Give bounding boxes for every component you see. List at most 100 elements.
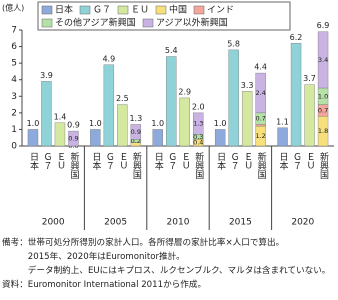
bar-label: 新興国: [256, 151, 267, 180]
value-label: 1.0: [27, 119, 40, 128]
note-line: 備考：世帯可処分所得別の家計人口。各所得層の家計比率×人口で算出。: [2, 238, 285, 248]
bar: [255, 124, 266, 127]
legend-label: Ｇ７: [93, 6, 111, 16]
segment-label: 1.2: [255, 132, 265, 140]
segment-label: 0.9: [68, 135, 78, 143]
y-tick-label: 5: [11, 59, 17, 69]
legend-label: その他アジア新興国: [55, 17, 136, 29]
value-label: 2.9: [178, 87, 191, 96]
bar-label: Ｇ７: [41, 152, 51, 170]
y-tick-label: 7: [11, 26, 17, 36]
segment-label: 2.4: [255, 89, 265, 97]
segment-label: 0.7: [255, 115, 265, 123]
group-label: 2020: [291, 218, 314, 228]
notes: 備考：世帯可処分所得別の家計人口。各所得層の家計比率×人口で算出。 2015年、…: [2, 236, 336, 292]
value-label: 1.0: [151, 119, 164, 128]
bar: [27, 129, 39, 147]
total-label: 1.3: [129, 114, 142, 123]
legend-swatch: [193, 5, 205, 15]
bar-label: 日本: [153, 152, 164, 171]
bar: [193, 112, 204, 135]
value-label: 1.1: [276, 117, 289, 126]
bar: [90, 129, 101, 147]
y-tick-label: 6: [11, 42, 17, 52]
total-label: 4.4: [254, 63, 267, 72]
bar-label: ＥＵ: [305, 152, 315, 170]
bar: [130, 124, 142, 140]
group-label: 2000: [42, 218, 65, 228]
group-label: 2005: [104, 218, 127, 228]
bar-label: Ｇ７: [104, 152, 114, 170]
group-label: 2010: [167, 218, 190, 228]
segment-label: 0.7: [318, 106, 328, 114]
bar: [152, 129, 163, 147]
segment-label: 1.8: [318, 127, 328, 135]
bar-label: 新興国: [193, 151, 204, 180]
value-label: 3.9: [40, 71, 53, 80]
bar: [166, 56, 177, 147]
bar: [304, 84, 315, 147]
y-tick-label: 3: [11, 92, 17, 102]
bar-label: 新興国: [318, 151, 329, 180]
value-label: 3.7: [303, 74, 316, 83]
segment-label: 0.9: [131, 128, 141, 136]
total-label: 6.9: [317, 21, 330, 30]
legend-swatch: [41, 18, 53, 28]
value-label: 5.8: [227, 39, 240, 48]
bar: [277, 127, 288, 147]
legend-swatch: [142, 18, 154, 28]
value-label: 1.0: [89, 119, 102, 128]
bar: [290, 43, 302, 147]
legend-swatch: [41, 5, 53, 15]
bar: [317, 31, 329, 89]
bar-label: Ｇ７: [291, 152, 301, 170]
segment-label: 3.4: [318, 56, 328, 64]
bar-label: 新興国: [68, 151, 79, 180]
total-label: 2.0: [192, 102, 205, 111]
legend-label: ＥＵ: [131, 6, 149, 16]
group-label: 2015: [229, 218, 252, 228]
bar-label: ＥＵ: [180, 152, 190, 170]
legend-label: アジア以外新興国: [156, 17, 228, 29]
legend-swatch: [155, 5, 167, 15]
bar-label: 新興国: [131, 151, 142, 180]
bar: [41, 81, 52, 147]
bar-label: ＥＵ: [55, 152, 65, 170]
bar-label: ＥＵ: [117, 152, 127, 170]
bar-label: 日本: [28, 152, 39, 171]
bar-label: 日本: [90, 152, 101, 171]
bar: [214, 129, 226, 147]
bar: [54, 122, 66, 147]
segment-label: 0.4: [193, 139, 203, 147]
note-line: 2015年、2020年はEuromonitor推計。: [2, 252, 185, 262]
note-line: データ制約上、EUにはキプロス、ルクセンブルク、マルタは含まれていない。: [2, 266, 331, 276]
bar-label: 日本: [278, 152, 289, 171]
total-label: 0.9: [67, 121, 80, 130]
bar: [103, 64, 115, 147]
bar-label: 日本: [215, 152, 226, 171]
value-label: 3.3: [241, 81, 254, 90]
bar-label: Ｇ７: [229, 152, 239, 170]
y-tick-label: 4: [11, 75, 17, 85]
value-label: 5.4: [165, 46, 178, 55]
bar: [228, 49, 239, 147]
y-tick-label: 2: [11, 108, 17, 118]
legend-label: 中国: [169, 4, 187, 16]
legend-label: インド: [207, 6, 234, 16]
value-label: 1.4: [54, 112, 67, 121]
note-line: 資料：Euromonitor International 2011から作成。: [2, 280, 207, 290]
legend-label: 日本: [55, 4, 73, 16]
value-label: 1.0: [214, 119, 227, 128]
bar-label: ＥＵ: [242, 152, 252, 170]
value-label: 4.9: [102, 54, 115, 63]
segment-label: 0.3: [193, 133, 203, 141]
value-label: 6.2: [290, 33, 303, 42]
segment-label: 0.2: [131, 137, 141, 145]
y-tick-label: 1: [11, 125, 17, 135]
bar: [255, 72, 266, 114]
legend-swatch: [79, 5, 91, 15]
unit-label: (億人): [2, 3, 24, 13]
bar: [117, 104, 128, 147]
